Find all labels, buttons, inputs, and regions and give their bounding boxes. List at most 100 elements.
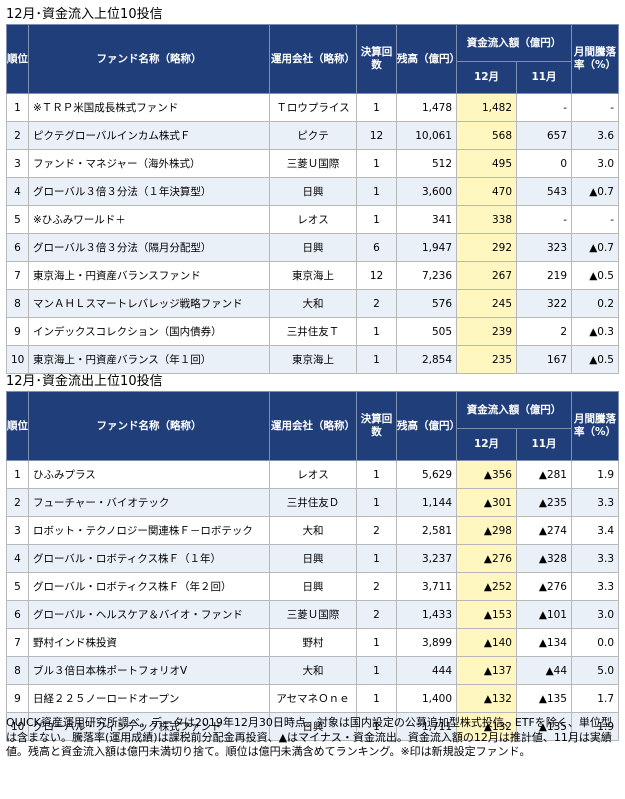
table-row: 2 ピクテグローバルインカム株式Ｆ ピクテ 12 10,061 568 657 3.6: [6, 121, 619, 150]
cell-flow-november: 657: [516, 121, 572, 150]
cell-monthly-return: 3.4: [571, 516, 619, 545]
cell-fund-name: グローバル３倍３分法（１年決算型）: [28, 177, 270, 206]
cell-flow-december: ▲301: [456, 488, 517, 517]
cell-assets: 505: [396, 317, 457, 346]
cell-assets: 10,061: [396, 121, 457, 150]
cell-flow-december: 239: [456, 317, 517, 346]
cell-fund-name: 野村インド株投資: [28, 628, 270, 657]
cell-flow-december: 245: [456, 289, 517, 318]
inflow-title: 12月･資金流入上位10投信: [6, 7, 163, 22]
cell-fund-name: ファンド・マネジャー（海外株式）: [28, 149, 270, 178]
cell-monthly-return: 0.0: [571, 628, 619, 657]
cell-assets: 341: [396, 205, 457, 234]
cell-flow-december: ▲132: [456, 684, 517, 713]
inflow-table: 順位 ファンド名称（略称） 運用会社（略称） 決算回数 残高（億円） 資金流入額…: [6, 24, 619, 374]
cell-company: アセマネＯｎｅ: [269, 684, 357, 713]
header-november: 11月: [516, 428, 572, 461]
cell-rank: 10: [6, 345, 29, 374]
cell-company: 日興: [269, 233, 357, 262]
cell-monthly-return: 5.0: [571, 656, 619, 685]
cell-flow-december: 235: [456, 345, 517, 374]
cell-company: 大和: [269, 516, 357, 545]
cell-rank: 6: [6, 233, 29, 262]
cell-monthly-return: ▲0.7: [571, 177, 619, 206]
cell-flow-november: 323: [516, 233, 572, 262]
cell-monthly-return: ▲0.5: [571, 261, 619, 290]
cell-flow-november: ▲274: [516, 516, 572, 545]
cell-settlement-count: 1: [356, 205, 397, 234]
cell-rank: 8: [6, 289, 29, 318]
cell-monthly-return: 3.0: [571, 149, 619, 178]
cell-rank: 3: [6, 149, 29, 178]
cell-company: 東京海上: [269, 261, 357, 290]
inflow-rows: 1 ※ＴＲＰ米国成長株式ファンド Ｔロウプライス 1 1,478 1,482- -2 ピクテグ…: [6, 93, 619, 374]
cell-assets: 3,600: [396, 177, 457, 206]
cell-rank: 5: [6, 205, 29, 234]
table-row: 7 野村インド株投資 野村 1 3,899 ▲140 ▲134 0.0: [6, 628, 619, 657]
table-row: 8 マンＡＨＬスマートレバレッジ戦略ファンド 大和 2 576 245 322 0.2: [6, 289, 619, 318]
source-note: QUICK資産運用研究所調べ。データは2019年12月30日時点。対象は国内設定…: [6, 716, 612, 758]
outflow-table: 順位 ファンド名称（略称） 運用会社（略称） 決算回数 残高（億円） 資金流入額…: [6, 391, 619, 741]
cell-settlement-count: 1: [356, 149, 397, 178]
table-row: 6 グローバル・ヘルスケア＆バイオ・ファンド 三菱Ｕ国際 2 1,433 ▲153 ▲101…: [6, 600, 619, 629]
header-november: 11月: [516, 61, 572, 94]
cell-company: 東京海上: [269, 345, 357, 374]
cell-rank: 10: [6, 712, 29, 741]
cell-company: 大和: [269, 289, 357, 318]
header-monthly-return: 月間騰落率（%）: [571, 391, 619, 461]
cell-flow-november: ▲328: [516, 544, 572, 573]
cell-company: 野村: [269, 628, 357, 657]
cell-flow-december: ▲298: [456, 516, 517, 545]
cell-assets: 3,711: [396, 572, 457, 601]
table-row: 3 ファンド・マネジャー（海外株式） 三菱Ｕ国際 1 512 495 0 3.0: [6, 149, 619, 178]
table-row: 10 グローバル・フィンテック株式ファンド 日興 1 1,711 ▲132 ▲135 1.9: [6, 712, 619, 741]
cell-flow-december: 292: [456, 233, 517, 262]
cell-flow-november: ▲101: [516, 600, 572, 629]
cell-flow-december: 568: [456, 121, 517, 150]
cell-flow-november: 167: [516, 345, 572, 374]
cell-rank: 3: [6, 516, 29, 545]
cell-settlement-count: 2: [356, 600, 397, 629]
cell-assets: 512: [396, 149, 457, 178]
outflow-rows: 1 ひふみプラス レオス 1 5,629 ▲356 ▲281 1.9 2 フューチャー・バイオテッ…: [6, 460, 619, 741]
cell-company: ピクテ: [269, 121, 357, 150]
table-row: 4 グローバル・ロボティクス株Ｆ（１年） 日興 1 3,237 ▲276 ▲328 3.3: [6, 544, 619, 573]
cell-flow-november: 219: [516, 261, 572, 290]
cell-rank: 4: [6, 177, 29, 206]
header-rank: 順位: [6, 24, 29, 94]
outflow-title: 12月･資金流出上位10投信: [6, 374, 163, 389]
cell-fund-name: ※ＴＲＰ米国成長株式ファンド: [28, 93, 270, 122]
cell-fund-name: インデックスコレクション（国内債券）: [28, 317, 270, 346]
cell-settlement-count: 6: [356, 233, 397, 262]
cell-monthly-return: -: [571, 205, 619, 234]
cell-flow-december: ▲132: [456, 712, 517, 741]
cell-rank: 4: [6, 544, 29, 573]
cell-assets: 3,237: [396, 544, 457, 573]
cell-fund-name: ひふみプラス: [28, 460, 270, 489]
cell-rank: 2: [6, 488, 29, 517]
cell-company: レオス: [269, 460, 357, 489]
cell-settlement-count: 2: [356, 516, 397, 545]
table-row: 9 インデックスコレクション（国内債券） 三井住友Ｔ 1 505 239 2 ▲0.3: [6, 317, 619, 346]
header-assets: 残高（億円）: [396, 391, 460, 461]
table-row: 5 ※ひふみワールド＋ レオス 1 341 338- -: [6, 205, 619, 234]
cell-monthly-return: 1.9: [571, 460, 619, 489]
cell-assets: 444: [396, 656, 457, 685]
cell-monthly-return: 0.2: [571, 289, 619, 318]
header-company: 運用会社（略称）: [269, 24, 357, 94]
cell-rank: 6: [6, 600, 29, 629]
cell-monthly-return: ▲0.3: [571, 317, 619, 346]
cell-flow-november: -: [516, 93, 572, 122]
table-row: 3 ロボット・テクノロジー関連株Ｆ－ロボテック 大和 2 2,581 ▲298 ▲274 3.…: [6, 516, 619, 545]
cell-settlement-count: 1: [356, 628, 397, 657]
cell-company: 日興: [269, 572, 357, 601]
cell-assets: 1,144: [396, 488, 457, 517]
cell-monthly-return: ▲0.7: [571, 233, 619, 262]
cell-fund-name: グローバル・ヘルスケア＆バイオ・ファンド: [28, 600, 270, 629]
header-fund-name: ファンド名称（略称）: [28, 24, 270, 94]
cell-flow-december: 470: [456, 177, 517, 206]
cell-rank: 9: [6, 317, 29, 346]
header-company: 運用会社（略称）: [269, 391, 357, 461]
cell-company: 三井住友Ｄ: [269, 488, 357, 517]
cell-flow-november: ▲44: [516, 656, 572, 685]
